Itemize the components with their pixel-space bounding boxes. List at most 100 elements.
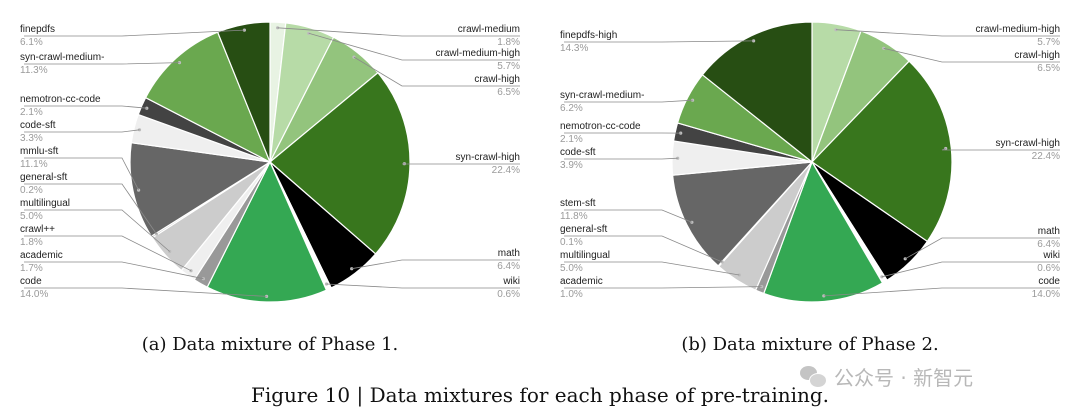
slice-label-multilingual: multilingual — [20, 198, 70, 209]
pie-slice-syn-crawl-medium — [144, 31, 272, 164]
slice-label-math: math — [498, 248, 520, 259]
slice-label-crawl-medium: crawl-medium — [458, 24, 520, 35]
slice-value-code: 14.0% — [20, 289, 48, 300]
slice-value-academic: 1.0% — [560, 289, 583, 300]
leader-line-mmlu-sft — [24, 157, 139, 191]
slice-label-academic: academic — [20, 250, 63, 261]
slice-label-crawl-medium-high: crawl-medium-high — [976, 24, 1060, 35]
slice-value-syn-crawl-high: 22.4% — [1032, 151, 1060, 162]
slice-label-syn-crawl-high: syn-crawl-high — [996, 138, 1060, 149]
leader-line-academic — [24, 261, 204, 280]
slice-value-math: 6.4% — [1037, 239, 1060, 250]
slice-value-crawl-medium: 1.8% — [497, 37, 520, 48]
slice-label-crawl-medium-high: crawl-medium-high — [436, 48, 520, 59]
wechat-icon — [800, 365, 827, 388]
leader-dot-stem-sft — [690, 220, 694, 224]
slice-label-syn-crawl-high: syn-crawl-high — [456, 152, 520, 163]
slice-label-code-sft: code-sft — [560, 147, 596, 158]
slice-value-wiki: 0.6% — [1037, 263, 1060, 274]
slice-value-multilingual: 5.0% — [560, 263, 583, 274]
pie-slices — [129, 21, 411, 303]
slice-value-crawl-medium-high: 5.7% — [497, 61, 520, 72]
slice-label-crawl-high: crawl-high — [1014, 50, 1060, 61]
pie-labels: crawl-medium-high 5.7% crawl-high 6.5% syn-c… — [560, 24, 1060, 300]
slice-value-mmlu-sft: 11.1% — [20, 159, 48, 170]
leader-line-crawl — [24, 235, 192, 272]
leader-dot-code-sft — [137, 128, 142, 132]
slice-label-finepdfs: finepdfs — [20, 24, 55, 35]
watermark: 公众号 · 新智元 — [800, 362, 973, 391]
leader-line-multilingual — [24, 209, 170, 252]
caption-phase-2: (b) Data mixture of Phase 2. — [681, 334, 939, 355]
slice-label-academic: academic — [560, 276, 603, 287]
slice-label-general-sft: general-sft — [560, 224, 607, 235]
leader-line-stem-sft — [564, 209, 693, 223]
slice-value-syn-crawl-medium: 11.3% — [20, 65, 48, 76]
leader-line-general-sft — [564, 235, 723, 263]
slice-label-multilingual: multilingual — [560, 250, 610, 261]
leader-line-general-sft — [24, 183, 157, 235]
slice-value-finepdfs: 6.1% — [20, 37, 43, 48]
leader-line-code-sft — [564, 157, 678, 160]
slice-label-syn-crawl-medium: syn-crawl-medium- — [20, 52, 104, 63]
slice-label-mmlu-sft: mmlu-sft — [20, 146, 59, 157]
slice-label-finepdfs-high: finepdfs-high — [560, 30, 617, 41]
slice-value-crawl: 1.8% — [20, 237, 43, 248]
leader-line-wiki — [881, 261, 1060, 278]
slice-value-stem-sft: 11.8% — [560, 211, 588, 222]
slice-label-syn-crawl-medium: syn-crawl-medium- — [560, 90, 644, 101]
leader-line-crawl-medium-high — [835, 29, 1060, 37]
pie-labels: crawl-medium1.8%crawl-medium-high5.7%cra… — [20, 24, 520, 300]
slice-value-wiki: 0.6% — [497, 289, 520, 300]
leader-dot-multilingual — [737, 273, 741, 277]
slice-label-wiki: wiki — [502, 276, 520, 287]
pie-slice-stem-sft — [671, 161, 814, 267]
leader-line-multilingual — [564, 261, 740, 276]
leader-line-syn-crawl-medium — [564, 99, 693, 103]
leader-line-crawl-medium-high — [308, 32, 520, 61]
leader-line-code-sft — [24, 129, 140, 133]
pie-slice-code — [206, 160, 328, 303]
slice-value-general-sft: 0.1% — [560, 237, 583, 248]
pie-slices — [671, 21, 953, 303]
leader-line-syn-crawl-high — [941, 148, 1060, 151]
leader-line-code — [823, 287, 1060, 297]
slice-value-general-sft: 0.2% — [20, 185, 43, 196]
slice-label-crawl-high: crawl-high — [474, 74, 520, 85]
slice-value-crawl-high: 6.5% — [1037, 63, 1060, 74]
slice-value-crawl-medium-high: 5.7% — [1037, 37, 1060, 48]
leader-line-math — [905, 237, 1060, 260]
leader-line-nemotron-cc-code — [24, 105, 147, 109]
slice-value-code-sft: 3.9% — [560, 160, 583, 171]
leader-line-crawl-medium — [277, 27, 520, 37]
leader-line-code — [24, 287, 267, 297]
slice-value-syn-crawl-high: 22.4% — [492, 165, 520, 176]
slice-value-syn-crawl-medium: 6.2% — [560, 103, 583, 114]
leader-line-crawl-high — [353, 56, 520, 87]
caption-phase-1: (a) Data mixture of Phase 1. — [141, 334, 399, 355]
slice-value-nemotron-cc-code: 2.1% — [20, 107, 43, 118]
pie-slice-mmlu-sft — [129, 142, 272, 238]
leader-line-crawl-high — [883, 47, 1060, 63]
slice-label-stem-sft: stem-sft — [560, 198, 596, 209]
pie-chart-phase-2: crawl-medium-high 5.7% crawl-high 6.5% syn-c… — [560, 21, 1060, 303]
pie-slice-finepdfs-high — [701, 21, 813, 164]
leader-line-finepdfs-high — [564, 40, 754, 43]
slice-value-code: 14.0% — [1032, 289, 1060, 300]
slice-value-math: 6.4% — [497, 261, 520, 272]
slice-label-general-sft: general-sft — [20, 172, 67, 183]
pie-chart-phase-1: crawl-medium1.8%crawl-medium-high5.7%cra… — [20, 21, 520, 303]
pie-slice-syn-crawl-high — [811, 60, 953, 243]
slice-value-academic: 1.7% — [20, 263, 43, 274]
slice-label-math: math — [1038, 226, 1060, 237]
slice-value-finepdfs-high: 14.3% — [560, 43, 588, 54]
leader-line-wiki — [326, 283, 520, 289]
slice-label-code: code — [1038, 276, 1060, 287]
slice-label-crawl: crawl++ — [20, 224, 55, 235]
figure-caption: Figure 10 | Data mixtures for each phase… — [250, 383, 830, 407]
leader-line-finepdfs — [24, 29, 245, 37]
pie-slice-finepdfs — [216, 21, 271, 163]
watermark-text: 公众号 · 新智元 — [834, 366, 974, 390]
slice-value-crawl-high: 6.5% — [497, 87, 520, 98]
slice-label-code: code — [20, 276, 42, 287]
